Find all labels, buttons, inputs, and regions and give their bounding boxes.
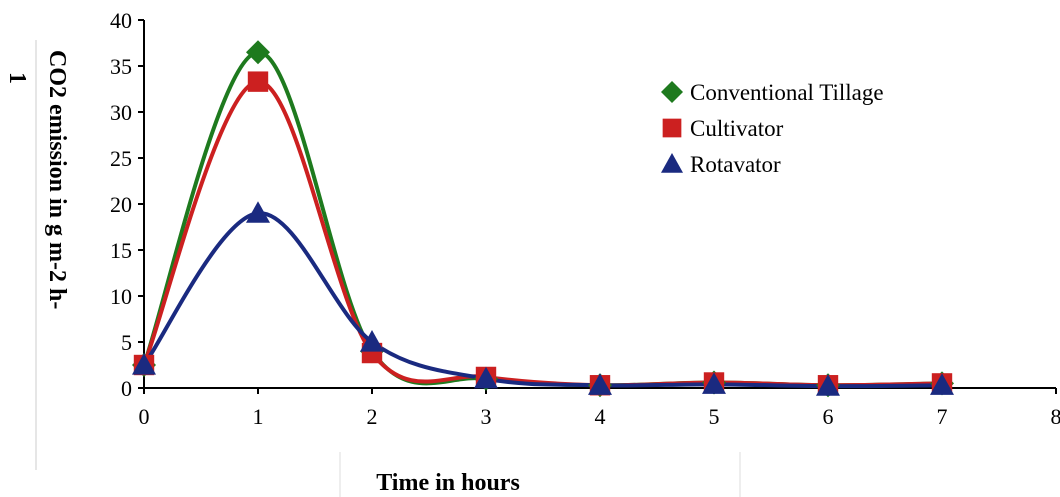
y-tick-label: 5 [121, 330, 132, 355]
legend-marker-triangle [661, 153, 683, 173]
y-tick-label: 20 [110, 192, 132, 217]
data-point-triangle [702, 372, 726, 394]
y-tick-label: 30 [110, 100, 132, 125]
legend-label: Conventional Tillage [690, 80, 884, 105]
x-axis-label: Time in hours [376, 470, 520, 496]
data-point-triangle [132, 353, 156, 375]
plot-area [132, 40, 954, 398]
data-point-triangle [816, 374, 840, 396]
data-point-square [247, 71, 269, 92]
y-axis-label: CO2 emission in g m-2 h- [44, 50, 70, 309]
y-tick-label: 15 [110, 238, 132, 263]
x-tick-label: 6 [823, 404, 834, 429]
data-point-triangle [930, 373, 954, 395]
y-tick-label: 0 [121, 376, 132, 401]
x-tick-label: 4 [595, 404, 606, 429]
data-point-triangle [474, 366, 498, 389]
x-tick-label: 1 [253, 404, 264, 429]
series-line-cultivator [142, 79, 943, 388]
x-tick-label: 7 [937, 404, 948, 429]
x-tick-label: 3 [481, 404, 492, 429]
data-point-diamond [246, 40, 270, 65]
y-tick-label: 25 [110, 146, 132, 171]
data-point-triangle [246, 201, 270, 223]
x-tick-label: 2 [367, 404, 378, 429]
legend-label: Cultivator [690, 116, 784, 141]
series-line-rotavator [142, 211, 943, 389]
legend-label: Rotavator [690, 152, 781, 177]
y-axis-label-continued: 1 [4, 72, 30, 84]
data-point-triangle [588, 373, 612, 395]
data-point-triangle [360, 330, 384, 352]
x-tick-label: 8 [1051, 404, 1060, 429]
legend-marker-square [662, 118, 682, 138]
legend-marker-diamond [661, 81, 683, 103]
y-tick-label: 10 [110, 284, 132, 309]
x-tick-label: 0 [139, 404, 150, 429]
y-tick-label: 35 [110, 54, 132, 79]
x-tick-label: 5 [709, 404, 720, 429]
y-tick-label: 40 [110, 8, 132, 33]
legend: Conventional Tillage Cultivator Rotavator [661, 80, 884, 177]
